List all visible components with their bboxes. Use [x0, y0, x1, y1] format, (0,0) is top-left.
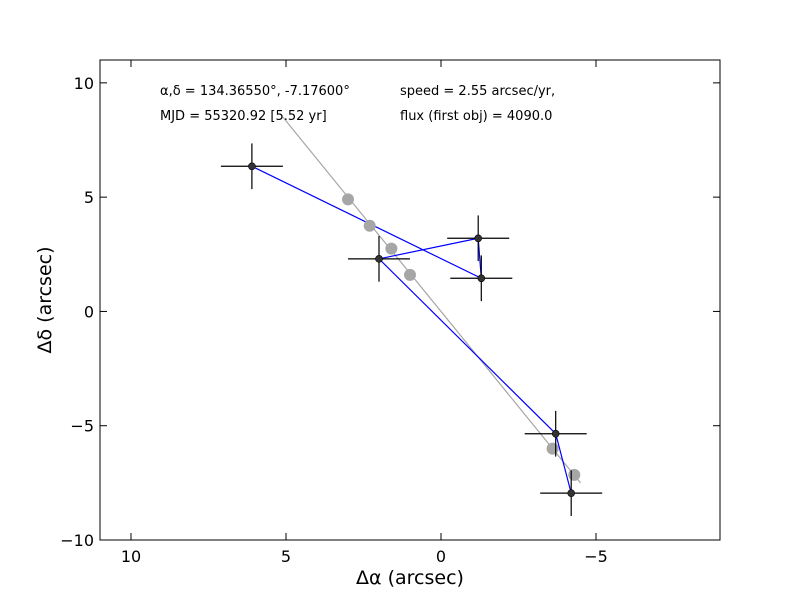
annotation-coords: α,δ = 134.36550°, -7.17600° [160, 84, 350, 99]
x-tick-label-1: 10 [121, 547, 141, 566]
y-tick-label-4: −5 [70, 417, 94, 436]
observed-point-6 [567, 489, 576, 497]
plot-area-frame [99, 59, 721, 541]
observed-point-4 [375, 255, 383, 263]
model-point-3 [385, 242, 398, 255]
observed-path-line [251, 165, 572, 494]
x-tick-label-2: 5 [281, 547, 291, 566]
observed-point-1 [248, 162, 256, 171]
y-tick-label-5: −10 [60, 531, 94, 550]
model-point-4 [404, 268, 416, 281]
x-tick-label-3: 0 [436, 547, 446, 566]
plot-layer [220, 116, 603, 516]
annotation-speed: speed = 2.55 arcsec/yr, [400, 84, 555, 99]
model-trend-line [282, 116, 581, 484]
model-point-6 [568, 468, 581, 481]
y-tick-label-3: 0 [84, 302, 94, 321]
observed-point-2 [477, 274, 486, 283]
y-axis-label: Δδ (arcsec) [34, 246, 56, 353]
y-tick-label-2: 5 [84, 188, 94, 207]
x-axis-label: Δα (arcsec) [356, 567, 464, 589]
observed-point-5 [551, 429, 560, 438]
model-point-2 [363, 219, 376, 232]
observed-point-3 [474, 234, 483, 243]
annotation-flux: flux (first obj) = 4090.0 [400, 109, 552, 124]
ticks-layer: 10 5 0 −5 10 5 0 −5 −10 [60, 60, 720, 566]
x-tick-label-4: −5 [584, 547, 608, 566]
model-point-1 [342, 193, 354, 206]
plot-content [220, 116, 603, 516]
y-tick-label-1: 10 [74, 74, 94, 93]
annotation-mjd: MJD = 55320.92 [5.52 yr] [160, 109, 327, 124]
model-point-5 [546, 442, 559, 455]
